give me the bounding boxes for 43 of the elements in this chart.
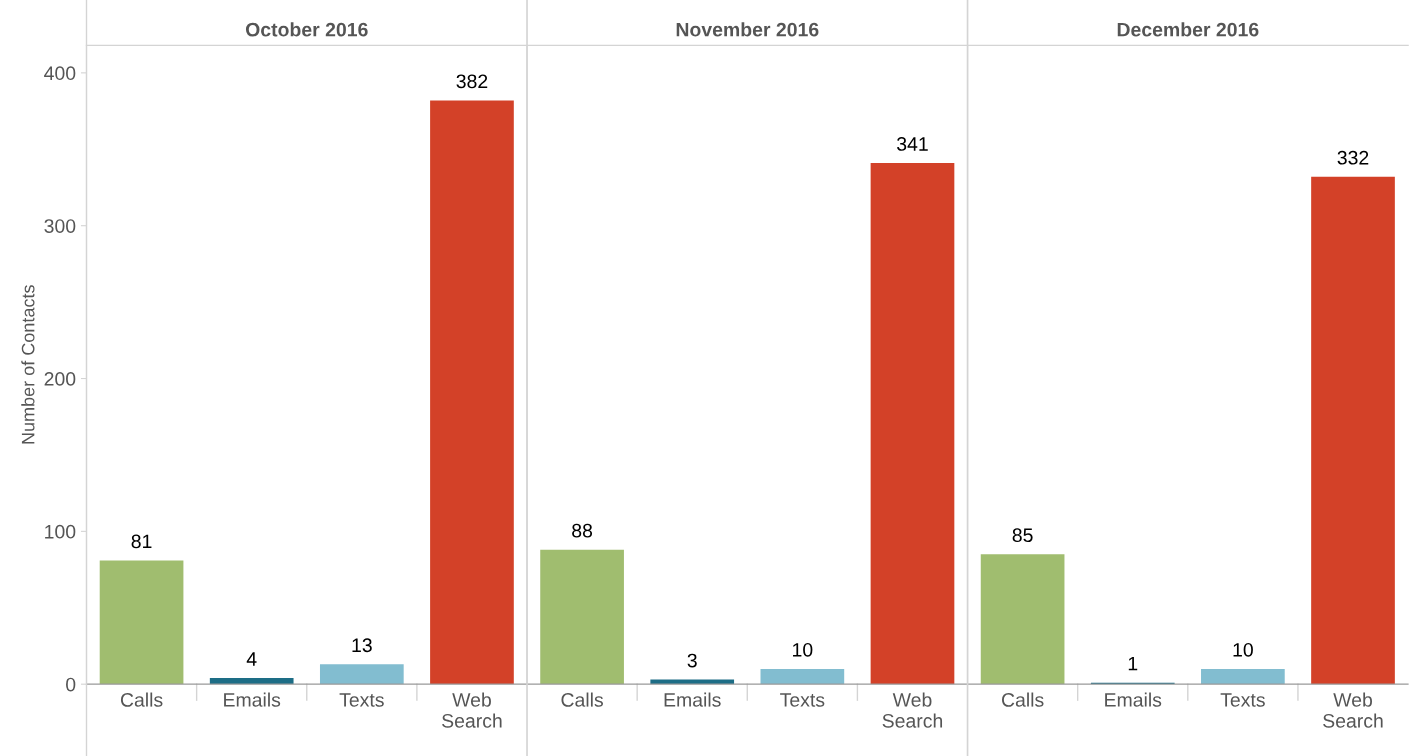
y-axis-title: Number of Contacts bbox=[21, 285, 35, 444]
bar bbox=[1311, 176, 1395, 685]
bar bbox=[980, 554, 1065, 685]
bar bbox=[1201, 668, 1285, 685]
y-tick-label: 200 bbox=[44, 371, 76, 386]
x-tick-label: Texts bbox=[339, 693, 384, 707]
y-tick-label: 100 bbox=[45, 524, 76, 539]
data-label: 88 bbox=[572, 523, 593, 538]
x-tick-label: Calls bbox=[120, 692, 163, 707]
x-tick-label: Texts bbox=[1220, 693, 1265, 707]
bar bbox=[430, 100, 514, 685]
x-tick-label: Emails bbox=[224, 692, 281, 707]
data-label: 4 bbox=[246, 652, 257, 666]
data-label: 332 bbox=[1337, 150, 1369, 165]
data-label: 382 bbox=[456, 74, 488, 89]
x-tick-label: Web Search bbox=[882, 692, 943, 728]
y-tick-label: 300 bbox=[44, 219, 76, 233]
x-tick-label: Web Search bbox=[1323, 692, 1383, 728]
x-tick-label: Calls bbox=[1001, 692, 1044, 707]
data-label: 341 bbox=[897, 137, 928, 151]
bar bbox=[319, 664, 404, 685]
bar bbox=[99, 560, 184, 685]
data-label: 13 bbox=[352, 638, 372, 653]
data-label: 85 bbox=[1012, 528, 1033, 543]
bar bbox=[540, 549, 624, 685]
data-label: 10 bbox=[793, 642, 813, 657]
x-tick-label: Emails bbox=[664, 692, 721, 707]
x-tick-label: Texts bbox=[780, 693, 825, 707]
bar bbox=[760, 668, 845, 685]
y-tick-label: 400 bbox=[44, 66, 76, 81]
x-tick-label: Emails bbox=[1105, 692, 1162, 707]
chart-title: December 2016 bbox=[1117, 22, 1259, 37]
data-label: 10 bbox=[1233, 642, 1253, 657]
chart-title: October 2016 bbox=[245, 22, 368, 37]
y-tick-label: 0 bbox=[66, 677, 76, 692]
bar bbox=[209, 678, 294, 685]
data-label: 81 bbox=[131, 534, 152, 549]
bar bbox=[870, 163, 955, 685]
x-tick-label: Web Search bbox=[442, 692, 502, 728]
chart-title: November 2016 bbox=[676, 22, 819, 37]
x-tick-label: Calls bbox=[561, 692, 603, 707]
data-label: 1 bbox=[1128, 656, 1138, 671]
data-label: 3 bbox=[687, 653, 697, 668]
